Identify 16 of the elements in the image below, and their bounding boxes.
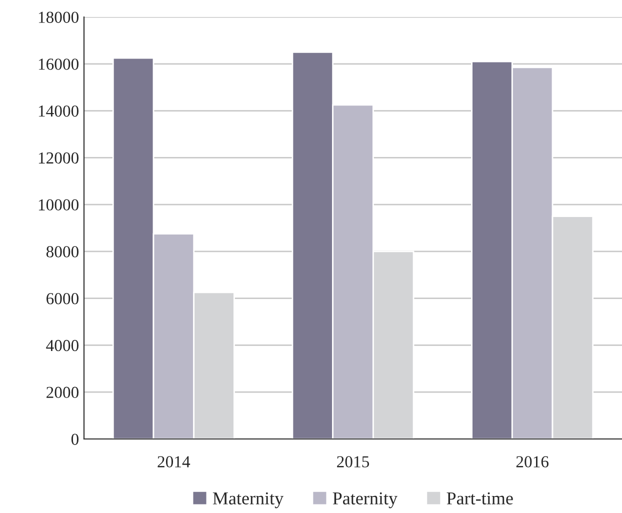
y-tick-label: 8000 bbox=[46, 246, 79, 258]
y-tick-label: 4000 bbox=[46, 340, 79, 352]
y-tick-label: 18000 bbox=[38, 12, 79, 23]
y-tick-label: 0 bbox=[71, 434, 79, 445]
y-tick-label: 10000 bbox=[38, 199, 79, 210]
y-tick-label: 14000 bbox=[38, 105, 79, 117]
x-tick-label: 2014 bbox=[158, 456, 190, 468]
y-tick-label: 16000 bbox=[38, 58, 79, 70]
y-tick-label: 2000 bbox=[46, 386, 79, 398]
y-tick-label: 12000 bbox=[38, 152, 79, 164]
legend-label: Paternity bbox=[332, 492, 398, 508]
y-tick-label: 6000 bbox=[46, 293, 79, 304]
x-tick-label: 2015 bbox=[337, 456, 370, 468]
legend-label: Maternity bbox=[212, 492, 284, 508]
legend-label: Part-time bbox=[446, 492, 513, 504]
x-tick-label: 2016 bbox=[516, 456, 549, 468]
